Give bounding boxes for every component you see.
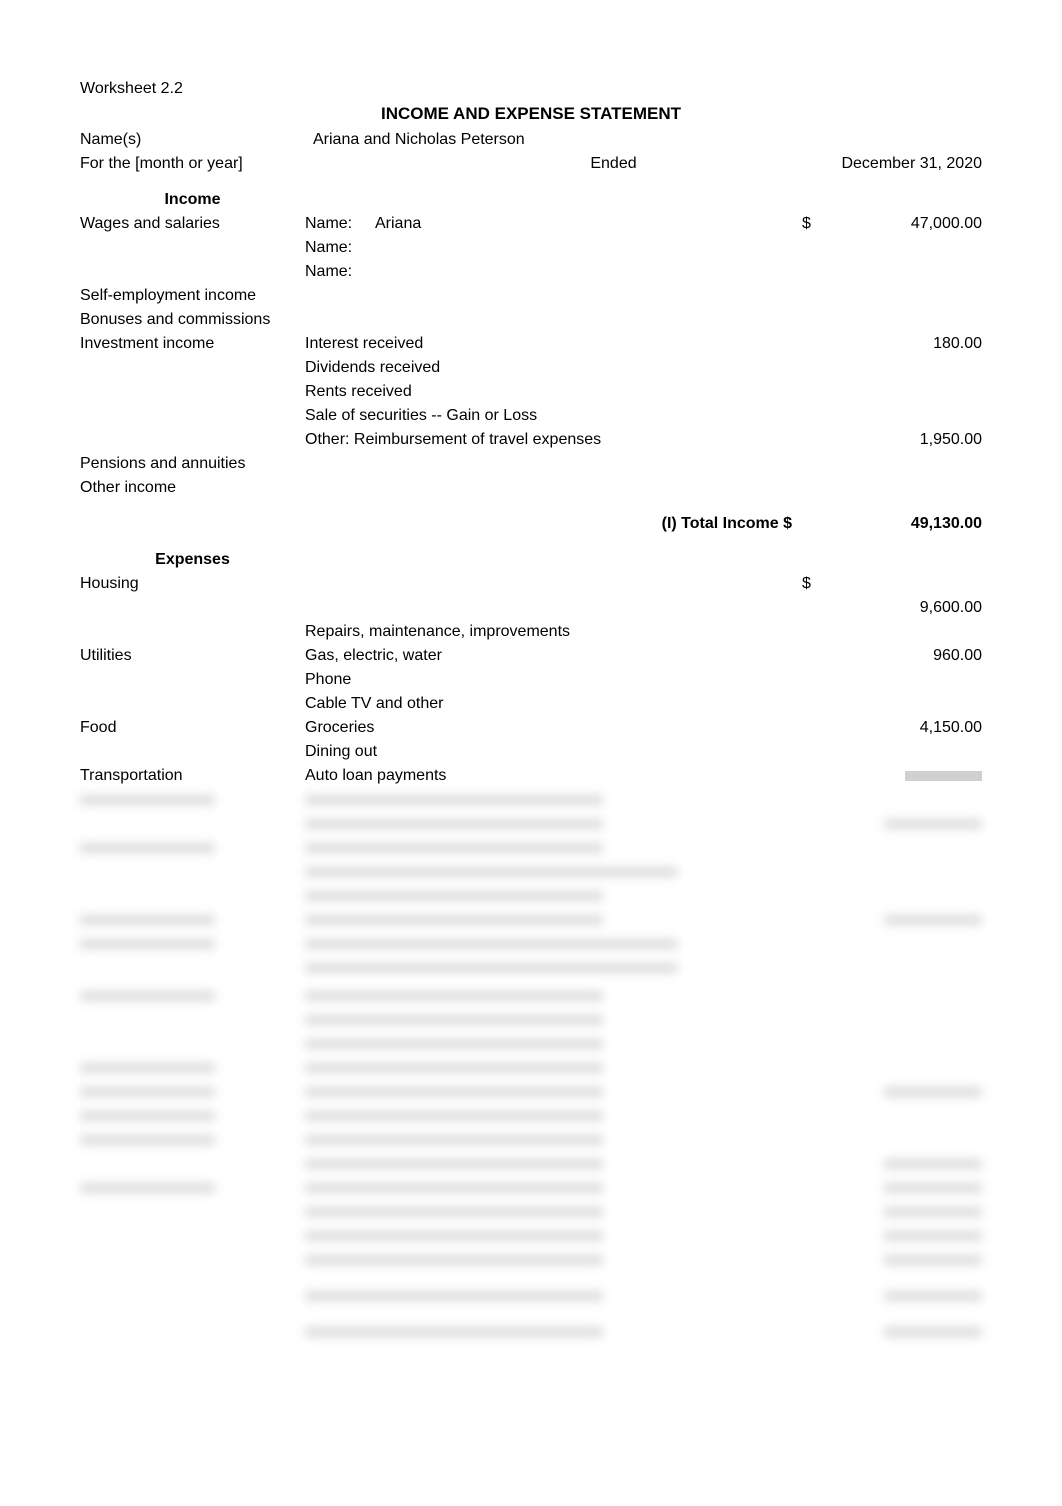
wages-name3-row: Name: (80, 260, 982, 284)
wages-amount: 47,000.00 (842, 212, 982, 236)
food-label: Food (80, 716, 305, 740)
obscured-row: xxxxxxxxxxxxxxxxxxxxxxxxx (80, 1080, 982, 1104)
obscured-row: xxxxxxxxxxxx (80, 884, 982, 908)
obscured-row: xxxxxxxxxxxxxxxxxx (80, 1152, 982, 1176)
currency-symbol: $ (802, 212, 842, 236)
phone-row: Phone (80, 668, 982, 692)
housing-amount-row: 9,600.00 (80, 596, 982, 620)
obscured-row: xxxxxxx (80, 984, 982, 1008)
ended-label: Ended (313, 152, 794, 176)
obscured-row: xxxxxxxxxxxxxxxxxxxxxxxxxxxxxxxxx (80, 932, 982, 956)
obscured-row: xxxxxxxxxxxxxxxxxxxxxxxxxxx (80, 836, 982, 860)
obscured-row: xxxxxxxxxxxxxxxxxxxx (80, 1200, 982, 1224)
gas-electric-amount: 960.00 (842, 644, 982, 668)
wages-row: Wages and salaries Name:Ariana $ 47,000.… (80, 212, 982, 236)
transportation-row: Transportation Auto loan payments x (80, 764, 982, 788)
obscured-row: xxxxxxxxxxxxxxxxxxxxxx (80, 1128, 982, 1152)
obscured-row: xxxxxxxxxxxxxxxxxxxxx (80, 1104, 982, 1128)
header-period-row: For the [month or year] Ended December 3… (80, 152, 982, 176)
housing-label: Housing (80, 572, 305, 596)
bonuses-row: Bonuses and commissions (80, 308, 982, 332)
rents-row: Rents received (80, 380, 982, 404)
obscured-row: xxxxxxxxxxxxxxxxxxxxxxxxxxxx (80, 860, 982, 884)
self-employment-row: Self-employment income (80, 284, 982, 308)
repairs-row: Repairs, maintenance, improvements (80, 620, 982, 644)
auto-loan-label: Auto loan payments (305, 764, 802, 788)
securities-label: Sale of securities -- Gain or Loss (305, 404, 802, 428)
obscured-row: xxxxxxxxxxxxxxxxxxxxxx (80, 812, 982, 836)
cable-row: Cable TV and other (80, 692, 982, 716)
investment-row: Investment income Interest received 180.… (80, 332, 982, 356)
header-name-row: Name(s) Ariana and Nicholas Peterson (80, 128, 982, 152)
wages-name3: Name: (305, 260, 802, 284)
other-investment-row: Other: Reimbursement of travel expenses … (80, 428, 982, 452)
utilities-row: Utilities Gas, electric, water 960.00 (80, 644, 982, 668)
pensions-row: Pensions and annuities (80, 452, 982, 476)
obscured-surplus-row: xxxxxxxxxxxxxxxxxxxxxxxxxxxxxxxxxxxxxxxx (80, 1320, 982, 1344)
total-income-label: (I) Total Income $ (305, 512, 802, 536)
name-value: Ariana and Nicholas Peterson (313, 128, 982, 152)
dining-label: Dining out (305, 740, 802, 764)
rents-label: Rents received (305, 380, 802, 404)
interest-amount: 180.00 (842, 332, 982, 356)
dividends-row: Dividends received (80, 356, 982, 380)
obscured-row: xxxxxxxxxxxxx (80, 1248, 982, 1272)
expenses-section-row: Expenses (80, 548, 982, 572)
self-employment-label: Self-employment income (80, 284, 305, 308)
income-section-header: Income (80, 188, 305, 212)
phone-label: Phone (305, 668, 802, 692)
cable-label: Cable TV and other (305, 692, 802, 716)
housing-currency: $ (802, 572, 842, 596)
wages-label: Wages and salaries (80, 212, 305, 236)
repairs-label: Repairs, maintenance, improvements (305, 620, 802, 644)
bonuses-label: Bonuses and commissions (80, 308, 305, 332)
expenses-section-header: Expenses (80, 548, 305, 572)
wages-name2: Name: (305, 236, 802, 260)
other-income-label: Other income (80, 476, 305, 500)
total-income-amount: 49,130.00 (842, 512, 982, 536)
total-income-row: (I) Total Income $ 49,130.00 (80, 512, 982, 536)
housing-amount: 9,600.00 (842, 596, 982, 620)
obscured-total-row: xxxxxxxxxxxxxxxxxxxxxxx (80, 1284, 982, 1308)
dividends-label: Dividends received (305, 356, 802, 380)
obscured-row: xxxxxxxxxxxxxx (80, 1224, 982, 1248)
transportation-label: Transportation (80, 764, 305, 788)
groceries-label: Groceries (305, 716, 802, 740)
housing-row: Housing $ (80, 572, 982, 596)
other-investment-amount: 1,950.00 (842, 428, 982, 452)
obscured-row: xxxxxxxxxxxxxxxxx (80, 788, 982, 812)
obscured-row: xxxxxxxxxxxxxxxxxxxxx (80, 1056, 982, 1080)
wages-name1: Name:Ariana (305, 212, 802, 236)
obscured-row: xxxxxxxxxx (80, 1008, 982, 1032)
worksheet-title: Worksheet 2.2 (80, 80, 982, 98)
statement-title: INCOME AND EXPENSE STATEMENT (80, 104, 982, 124)
income-section-row: Income (80, 188, 982, 212)
other-investment-label: Other: Reimbursement of travel expenses (305, 428, 802, 452)
obscured-row: xxxxxxxxxxxxxxxxxxxxxxxxxxxxxxxx (80, 956, 982, 980)
obscured-row: xxxxxxxxxxxxxxxxxxxxx (80, 1176, 982, 1200)
investment-label: Investment income (80, 332, 305, 356)
food-row: Food Groceries 4,150.00 (80, 716, 982, 740)
interest-label: Interest received (305, 332, 802, 356)
other-income-row: Other income (80, 476, 982, 500)
name-label: Name(s) (80, 128, 305, 152)
obscured-row: xxxxxxxxxxxxxxxxxxxxx (80, 908, 982, 932)
pensions-label: Pensions and annuities (80, 452, 305, 476)
dining-row: Dining out (80, 740, 982, 764)
groceries-amount: 4,150.00 (842, 716, 982, 740)
securities-row: Sale of securities -- Gain or Loss (80, 404, 982, 428)
ended-value: December 31, 2020 (802, 152, 982, 176)
gas-electric-label: Gas, electric, water (305, 644, 802, 668)
wages-name2-row: Name: (80, 236, 982, 260)
period-label: For the [month or year] (80, 152, 305, 176)
obscured-row: xxxxxxxxxxxxxxxx (80, 1032, 982, 1056)
utilities-label: Utilities (80, 644, 305, 668)
obscured-amount: x (842, 764, 982, 788)
